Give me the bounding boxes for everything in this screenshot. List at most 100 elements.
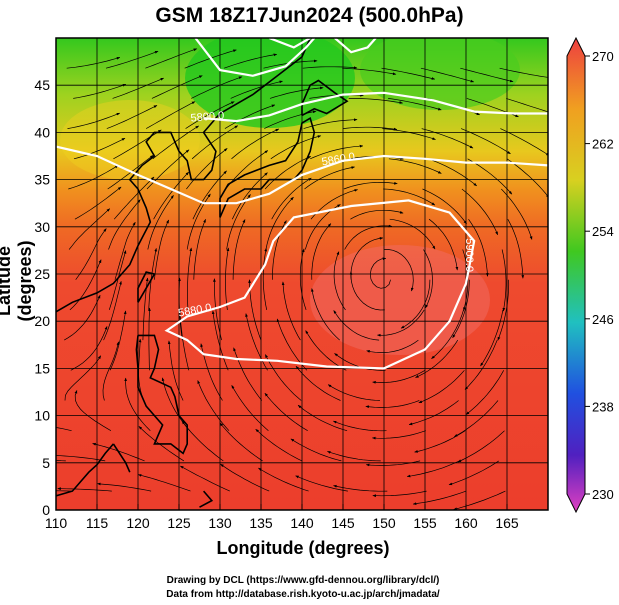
height-contours: 5880.0 5900.0 5800.0 5860.0 xyxy=(56,38,548,370)
streamline xyxy=(406,460,460,478)
x-tick-label: 140 xyxy=(290,515,314,531)
streamline xyxy=(507,219,525,279)
streamline xyxy=(420,67,475,83)
streamline xyxy=(232,219,246,280)
streamline xyxy=(191,125,239,160)
streamline xyxy=(333,484,388,492)
streamline xyxy=(290,438,342,462)
y-tick-label: 15 xyxy=(34,360,50,376)
streamline xyxy=(372,490,427,498)
streamline xyxy=(258,467,309,492)
streamline xyxy=(145,48,198,69)
streamline xyxy=(56,427,72,432)
streamline xyxy=(428,218,459,271)
streamline xyxy=(377,309,425,337)
x-axis-label: Longitude (degrees) xyxy=(216,538,390,558)
streamline xyxy=(197,380,230,431)
contour-line xyxy=(56,145,548,205)
streamline xyxy=(302,66,358,70)
x-tick-label: 145 xyxy=(331,515,355,531)
x-tick-label: 110 xyxy=(45,515,68,531)
streamline xyxy=(161,377,190,431)
y-tick-label: 30 xyxy=(34,219,50,235)
streamline xyxy=(295,475,348,492)
streamline xyxy=(226,194,251,250)
streamline xyxy=(74,186,122,220)
streamline xyxy=(68,208,111,250)
streamline xyxy=(151,75,203,99)
y-tick-label: 0 xyxy=(42,502,50,518)
streamline xyxy=(305,330,347,371)
streamline xyxy=(57,487,112,492)
streamline xyxy=(67,112,121,129)
streamline xyxy=(66,56,121,69)
streamline xyxy=(233,347,263,401)
streamline xyxy=(223,53,278,69)
y-tick-label: 45 xyxy=(34,77,50,93)
streamline xyxy=(147,195,174,250)
streamline xyxy=(453,400,499,438)
streamline xyxy=(415,339,459,378)
x-tick-label: 150 xyxy=(372,515,396,531)
streamline xyxy=(108,250,127,311)
streamline xyxy=(304,166,355,190)
page-title: GSM 18Z17Jun2024 (500.0hPa) xyxy=(155,4,464,27)
contour-label: 5900.0 xyxy=(463,238,475,272)
streamline xyxy=(310,288,340,341)
streamline xyxy=(56,455,106,462)
streamline xyxy=(343,181,398,190)
streamline xyxy=(230,80,283,99)
streamline xyxy=(344,224,393,250)
streamline xyxy=(264,354,302,401)
streamline xyxy=(97,482,152,492)
streamline xyxy=(262,247,268,310)
streamline xyxy=(499,67,548,78)
x-tick-label: 155 xyxy=(413,515,437,531)
y-ticks: 0 5 10 15 20 25 30 35 40 45 xyxy=(34,77,50,518)
credit-drawing: Drawing by DCL (https://www.gfd-dennou.o… xyxy=(166,575,440,586)
streamline xyxy=(448,460,499,486)
streamline xyxy=(348,98,403,104)
streamline xyxy=(187,247,193,310)
streamline xyxy=(388,158,442,174)
streamline xyxy=(423,249,433,309)
streamline xyxy=(75,228,107,280)
streamline xyxy=(310,144,364,160)
streamline xyxy=(153,171,189,220)
streamline xyxy=(245,313,268,371)
streamline xyxy=(349,271,385,311)
y-tick-label: 5 xyxy=(42,455,50,471)
streamline xyxy=(138,426,185,462)
streamline xyxy=(146,101,196,129)
streamline xyxy=(497,279,510,341)
colorbar-tick-label: 230 xyxy=(592,487,614,502)
colorbar xyxy=(566,36,586,514)
streamline xyxy=(212,278,222,341)
streamline xyxy=(369,257,391,289)
streamline xyxy=(265,196,294,250)
streamline xyxy=(468,219,489,277)
streamline xyxy=(56,490,73,492)
streamline xyxy=(372,369,426,384)
contour-line xyxy=(194,38,316,77)
streamline xyxy=(350,209,404,220)
y-tick-label: 35 xyxy=(34,172,50,188)
colorbar-ticks: 270 262 254 246 238 230 xyxy=(585,49,614,502)
y-tick-label: 20 xyxy=(34,313,50,329)
streamline xyxy=(465,370,505,415)
streamline xyxy=(231,172,268,220)
streamline xyxy=(464,339,498,390)
streamline xyxy=(327,384,380,401)
streamline xyxy=(70,326,108,371)
coastline xyxy=(301,79,349,117)
streamline xyxy=(271,177,312,220)
x-tick-label: 125 xyxy=(167,515,191,531)
streamline xyxy=(193,218,206,280)
streamline xyxy=(428,158,477,187)
streamline xyxy=(506,98,548,113)
streamline xyxy=(418,370,465,404)
streamline xyxy=(179,465,230,492)
streamline xyxy=(422,188,467,225)
colorbar-gradient xyxy=(566,36,586,514)
contour-label: 5800.0 xyxy=(190,110,225,125)
